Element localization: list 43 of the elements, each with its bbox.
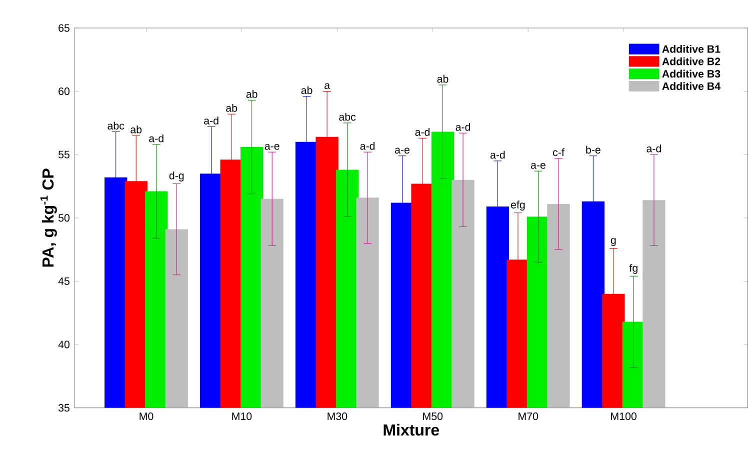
annotation: efg [511, 200, 525, 210]
annotation: d-g [169, 171, 184, 182]
annotation: ab [301, 86, 312, 94]
annotation: ab [226, 104, 238, 112]
annotation: ab [437, 74, 448, 82]
y-tick-label: 65 [58, 24, 70, 32]
y-tick-label: 35 [58, 404, 70, 412]
annotation: a-e [395, 148, 410, 154]
annotation: c-f [553, 148, 564, 156]
annotation: ab [246, 90, 258, 98]
y-tick-label: 40 [58, 340, 70, 348]
annotation: a-d [360, 142, 375, 150]
annotation: a-d [456, 122, 470, 131]
x-tick-label: M0 [140, 412, 154, 420]
annotation: abc [339, 112, 356, 120]
legend-label: Additive B2 [662, 57, 720, 65]
annotation: a-d [490, 150, 505, 158]
annotation: a-d [646, 144, 661, 152]
annotation: ab [130, 125, 142, 134]
y-tick-label: 55 [58, 150, 70, 158]
annotation: a [324, 82, 330, 89]
annotation: a-d [415, 128, 430, 136]
annotation: a-d [149, 134, 164, 142]
annotation: abc [108, 121, 124, 130]
annotation: a-e [530, 162, 546, 169]
x-tick-label: M10 [232, 412, 252, 420]
annotation: a-e [264, 144, 280, 150]
annotation: b-e [586, 146, 600, 154]
x-tick-label: M100 [611, 412, 636, 420]
annotation: a-d [204, 116, 218, 124]
y-axis-title: PA, g kg$^{-1}$ CP [40, 168, 57, 266]
legend-label: Additive B3 [662, 70, 720, 78]
x-axis-title: Mixture [384, 424, 440, 436]
y-tick-label: 60 [58, 87, 70, 95]
annotation: g [610, 238, 616, 246]
annotation: fg [629, 264, 638, 274]
x-tick-label: M30 [328, 412, 348, 420]
legend-label: Additive B1 [662, 44, 720, 53]
x-tick-label: M70 [518, 412, 538, 420]
legend-label: Additive B4 [662, 82, 720, 90]
x-tick-label: M50 [423, 412, 443, 420]
y-tick-label: 45 [58, 277, 70, 285]
y-tick-label: 50 [58, 214, 70, 222]
